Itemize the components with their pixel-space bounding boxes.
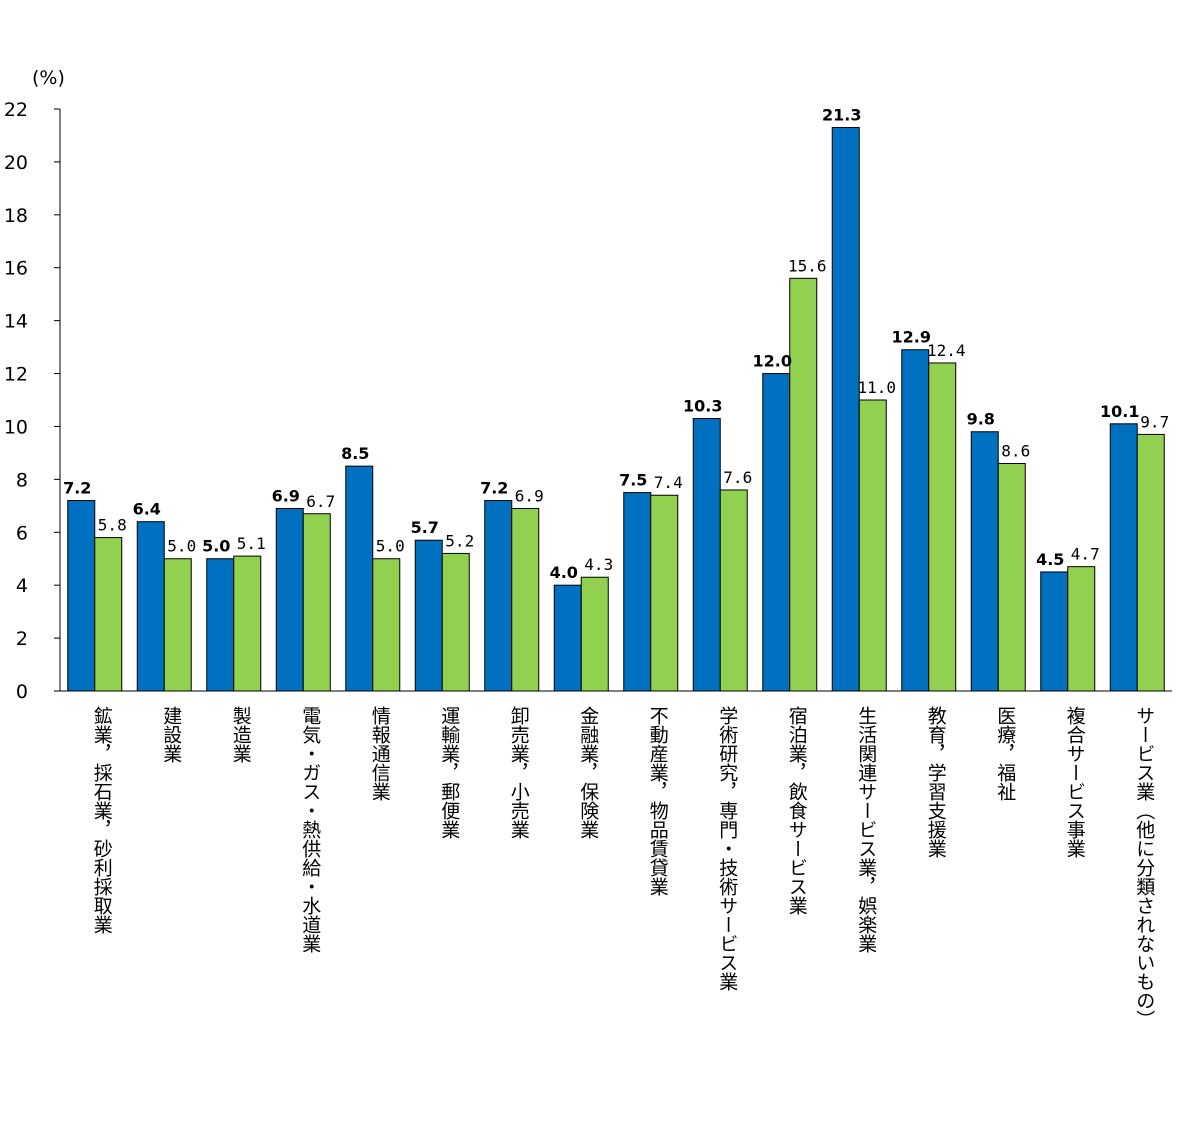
bar-series-1 <box>1109 423 1138 692</box>
data-label-series-1: 6.4 <box>133 500 161 519</box>
data-label-series-2: 8.6 <box>1001 441 1030 460</box>
bar-series-1 <box>1040 571 1069 692</box>
data-label-series-2: 15.6 <box>788 256 827 275</box>
data-label-series-1: 6.9 <box>272 486 300 505</box>
bar-series-2 <box>789 277 818 692</box>
data-label-series-1: 7.2 <box>63 479 91 498</box>
bar-series-1 <box>553 584 582 692</box>
data-label-series-2: 6.7 <box>306 492 335 511</box>
category-label: 教育，学習支援業 <box>925 706 947 858</box>
data-label-series-1: 5.0 <box>202 537 230 556</box>
bar-series-1 <box>136 521 165 692</box>
data-label-series-2: 5.8 <box>98 516 127 535</box>
data-label-series-1: 7.5 <box>619 471 647 490</box>
data-label-series-1: 21.3 <box>822 106 861 125</box>
data-label-series-1: 12.9 <box>892 328 931 347</box>
data-label-series-2: 9.7 <box>1140 412 1169 431</box>
data-label-series-1: 9.8 <box>967 410 995 429</box>
bar-series-2 <box>1067 566 1096 692</box>
y-tick-label: 0 <box>16 681 28 703</box>
category-label: サービス業（他に分類されないもの） <box>1133 706 1155 1029</box>
bar-series-2 <box>233 555 262 692</box>
y-tick-label: 2 <box>16 628 28 650</box>
bar-series-2 <box>372 558 401 692</box>
y-tick-label: 18 <box>4 205 28 227</box>
bar-series-1 <box>831 127 860 692</box>
bar-series-2 <box>580 576 609 692</box>
category-label: 情報通信業 <box>369 706 391 801</box>
data-label-series-2: 4.3 <box>584 555 613 574</box>
y-tick-label: 20 <box>4 152 28 174</box>
bar-series-1 <box>345 465 374 692</box>
y-axis-unit-label: (%) <box>32 67 65 89</box>
y-tick-label: 6 <box>16 522 28 544</box>
category-label: 宿泊業，飲食サービス業 <box>786 706 808 915</box>
data-label-series-1: 10.3 <box>683 397 722 416</box>
bar-series-2 <box>163 558 192 692</box>
data-label-series-1: 4.5 <box>1036 550 1064 569</box>
category-label: 電気・ガス・熱供給・水道業 <box>299 706 321 953</box>
data-label-series-1: 10.1 <box>1100 402 1139 421</box>
bars <box>67 127 1165 692</box>
category-label: 建設業 <box>160 706 182 763</box>
data-label-series-2: 5.0 <box>167 537 196 556</box>
data-label-series-2: 6.9 <box>515 486 544 505</box>
y-tick-label: 16 <box>4 258 28 280</box>
data-label-series-1: 8.5 <box>341 444 369 463</box>
data-label-series-2: 5.2 <box>445 531 474 550</box>
y-tick-label: 10 <box>4 416 28 438</box>
data-label-series-2: 4.7 <box>1071 545 1100 564</box>
data-labels: 7.2 5.8 6.4 5.0 5.0 5.1 6.9 6.7 8.5 5.0 5.7 5.2 7.2 6… <box>63 106 1169 583</box>
category-label: 学術研究，専門・技術サービス業 <box>716 706 738 991</box>
bar-series-1 <box>67 500 96 692</box>
category-label: 複合サービス事業 <box>1064 706 1086 858</box>
data-label-series-2: 7.6 <box>723 468 752 487</box>
category-label: 卸売業，小売業 <box>508 706 530 839</box>
bar-series-2 <box>928 362 957 692</box>
bar-series-2 <box>441 552 470 692</box>
category-label: 金融業，保険業 <box>577 706 599 839</box>
y-tick-label: 4 <box>16 575 28 597</box>
bar-series-1 <box>275 507 304 692</box>
bar-series-1 <box>623 492 652 692</box>
bar-series-2 <box>997 462 1026 692</box>
data-label-series-2: 5.1 <box>237 534 266 553</box>
bar-series-1 <box>762 373 791 692</box>
data-label-series-1: 12.0 <box>753 352 792 371</box>
bar-series-1 <box>484 500 513 692</box>
y-tick-label: 8 <box>16 469 28 491</box>
data-label-series-2: 11.0 <box>857 378 896 397</box>
category-label: 医療，福祉 <box>994 706 1016 801</box>
bar-series-2 <box>1136 433 1165 692</box>
data-label-series-1: 4.0 <box>550 563 578 582</box>
y-tick-label: 12 <box>4 364 28 386</box>
data-label-series-1: 5.7 <box>411 518 439 537</box>
y-tick-label: 22 <box>4 99 28 121</box>
data-label-series-2: 12.4 <box>927 341 966 360</box>
bar-series-2 <box>94 537 123 692</box>
category-label: 不動産業，物品賃貸業 <box>647 706 669 896</box>
bar-series-2 <box>302 513 331 692</box>
y-tick-label: 14 <box>4 311 28 333</box>
bar-series-2 <box>858 399 887 692</box>
category-label: 製造業 <box>230 706 252 763</box>
category-label: 鉱業，採石業，砂利採取業 <box>91 706 113 934</box>
axes: 0 2 4 6 8 10 12 14 16 18 20 22 <box>4 99 1172 703</box>
bar-series-1 <box>970 431 999 692</box>
bar-series-1 <box>901 349 930 692</box>
bar-series-2 <box>511 507 540 692</box>
category-label: 生活関連サービス業，娯楽業 <box>855 706 877 953</box>
data-label-series-2: 5.0 <box>376 537 405 556</box>
bar-series-2 <box>719 489 748 692</box>
bar-series-2 <box>650 494 679 692</box>
bar-series-1 <box>206 558 235 692</box>
category-label: 運輸業，郵便業 <box>438 706 460 839</box>
data-label-series-1: 7.2 <box>480 479 508 498</box>
bar-series-1 <box>414 539 443 692</box>
data-label-series-2: 7.4 <box>654 473 683 492</box>
bar-series-1 <box>692 418 721 692</box>
category-labels: 鉱業，採石業，砂利採取業 建設業 製造業 電気・ガス・熱供給・水道業 情報通信業 運輸業，… <box>91 706 1156 1029</box>
